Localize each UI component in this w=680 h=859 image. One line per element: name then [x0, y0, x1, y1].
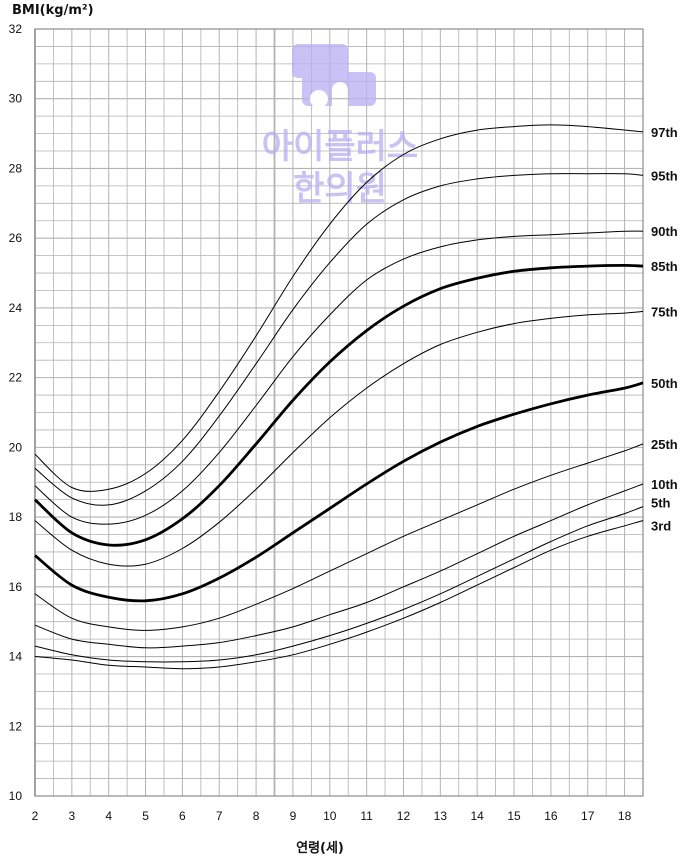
watermark-line-1: 아이플러스 [262, 127, 418, 167]
y-axis-title: BMI(kg/m²) [12, 3, 94, 18]
x-tick-label: 5 [142, 809, 149, 823]
y-tick-label: 32 [9, 22, 23, 36]
curve-97th [34, 124, 644, 492]
x-tick-label: 14 [471, 809, 485, 823]
y-tick-label: 12 [9, 719, 23, 733]
curve-50th [34, 381, 644, 603]
watermark: 아이플러스 한의원 [262, 44, 418, 209]
label-90th: 90th [651, 224, 678, 239]
curve-10th [34, 483, 644, 649]
curve-75th [34, 310, 644, 567]
label-50th: 50th [651, 376, 678, 391]
label-3rd: 3rd [651, 519, 671, 534]
curve-5th [34, 506, 644, 663]
percentile-curves [34, 124, 644, 670]
x-tick-label: 9 [290, 809, 297, 823]
curve-95th [34, 173, 644, 506]
label-10th: 10th [651, 477, 678, 492]
watermark-line-2: 한의원 [293, 169, 387, 209]
x-tick-label: 7 [216, 809, 223, 823]
x-tick-label: 15 [507, 809, 521, 823]
y-tick-label: 20 [9, 440, 23, 454]
label-95th: 95th [651, 168, 678, 183]
plot-frame [34, 28, 644, 797]
grid [34, 28, 644, 797]
x-tick-label: 10 [323, 809, 337, 823]
hospital-cross-icon [292, 44, 376, 108]
x-tick-label: 13 [434, 809, 448, 823]
x-tick-label: 4 [105, 809, 112, 823]
curve-90th [34, 230, 644, 525]
y-tick-label: 10 [9, 789, 23, 803]
label-97th: 97th [651, 125, 678, 140]
y-tick-label: 30 [9, 92, 23, 106]
y-tick-label: 18 [9, 510, 23, 524]
y-axis-ticks: 10 12 14 16 18 20 22 24 26 28 30 32 [9, 22, 23, 803]
curve-25th [34, 443, 644, 631]
percentile-labels: 97th 95th 90th 85th 75th 50th 25th 10th 5th 3rd [651, 125, 678, 534]
x-tick-label: 2 [32, 809, 39, 823]
x-tick-label: 16 [544, 809, 558, 823]
curve-85th [34, 263, 644, 547]
x-tick-label: 11 [360, 809, 373, 823]
y-tick-label: 14 [9, 650, 23, 664]
curve-3rd [34, 520, 644, 670]
y-tick-label: 16 [9, 580, 23, 594]
y-tick-label: 22 [9, 371, 23, 385]
x-tick-label: 17 [581, 809, 595, 823]
label-5th: 5th [651, 496, 671, 511]
y-tick-label: 28 [9, 161, 23, 175]
y-tick-label: 26 [9, 231, 23, 245]
x-axis-ticks: 2 3 4 5 6 7 8 9 10 11 12 13 14 15 16 17 18 [32, 809, 632, 823]
x-tick-label: 12 [397, 809, 411, 823]
label-85th: 85th [651, 259, 678, 274]
x-tick-label: 8 [253, 809, 260, 823]
x-axis-title: 연령(세) [296, 841, 344, 856]
y-tick-label: 24 [9, 301, 23, 315]
x-tick-label: 6 [179, 809, 186, 823]
x-tick-label: 3 [69, 809, 76, 823]
label-25th: 25th [651, 437, 678, 452]
label-75th: 75th [651, 304, 678, 319]
x-tick-label: 18 [618, 809, 632, 823]
